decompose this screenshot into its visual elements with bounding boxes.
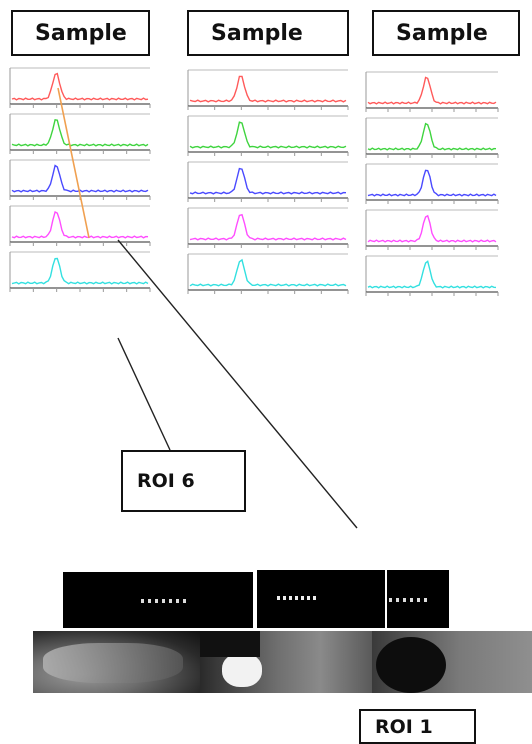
peak-trace [189,258,347,287]
trace-panel-2-4 [187,207,349,248]
trace-panel-2-1 [187,69,349,110]
tissue-image-1 [33,631,200,693]
peak-trace [11,210,149,239]
peak-trace [367,260,497,289]
roi6-leader-line [117,337,171,451]
peak-trace [367,214,497,243]
peak-trace [11,164,149,193]
connector-lines [57,87,358,529]
trace-panel-3-1 [365,71,499,112]
bright-spot-row [141,599,189,603]
trace-panel-2-5 [187,253,349,294]
bright-spot-row [277,596,317,600]
roi1-leader-line [117,239,358,529]
trace-panel-3-2 [365,117,499,158]
trace-panel-1-5 [9,251,151,292]
sample-header-left: Sample [11,10,150,56]
tissue-image-2 [200,631,372,693]
peak-trace [189,213,347,241]
trace-panel-3-5 [365,255,499,296]
peak-trace [11,118,149,147]
peak-trace [11,72,149,101]
peak-trace [367,76,497,105]
trace-panel-1-2 [9,113,151,154]
trace-panel-1-1 [9,67,151,108]
peak-trace [367,122,497,151]
peak-trace [189,167,347,195]
sample-header-right: Sample [372,10,520,56]
peak-trace [189,75,347,103]
trace-panel-2-3 [187,161,349,202]
roi6-label: ROI 6 [121,450,246,512]
peak-trace [11,257,149,285]
scan-tile-top-2 [257,570,385,628]
peak-trace [367,169,497,197]
bright-spot-row [389,598,427,602]
trace-panel-3-4 [365,209,499,250]
trace-panel-3-3 [365,163,499,204]
scan-tile-top-1 [63,572,253,628]
spectra-panels [9,67,499,296]
scan-tile-top-3 [387,570,449,628]
trace-panel-2-2 [187,115,349,156]
highlight-line [57,87,90,239]
trace-panel-1-4 [9,205,151,246]
peak-trace [189,121,347,149]
roi1-label: ROI 1 [359,709,476,744]
tissue-image-3 [372,631,532,693]
sample-header-middle: Sample [187,10,349,56]
